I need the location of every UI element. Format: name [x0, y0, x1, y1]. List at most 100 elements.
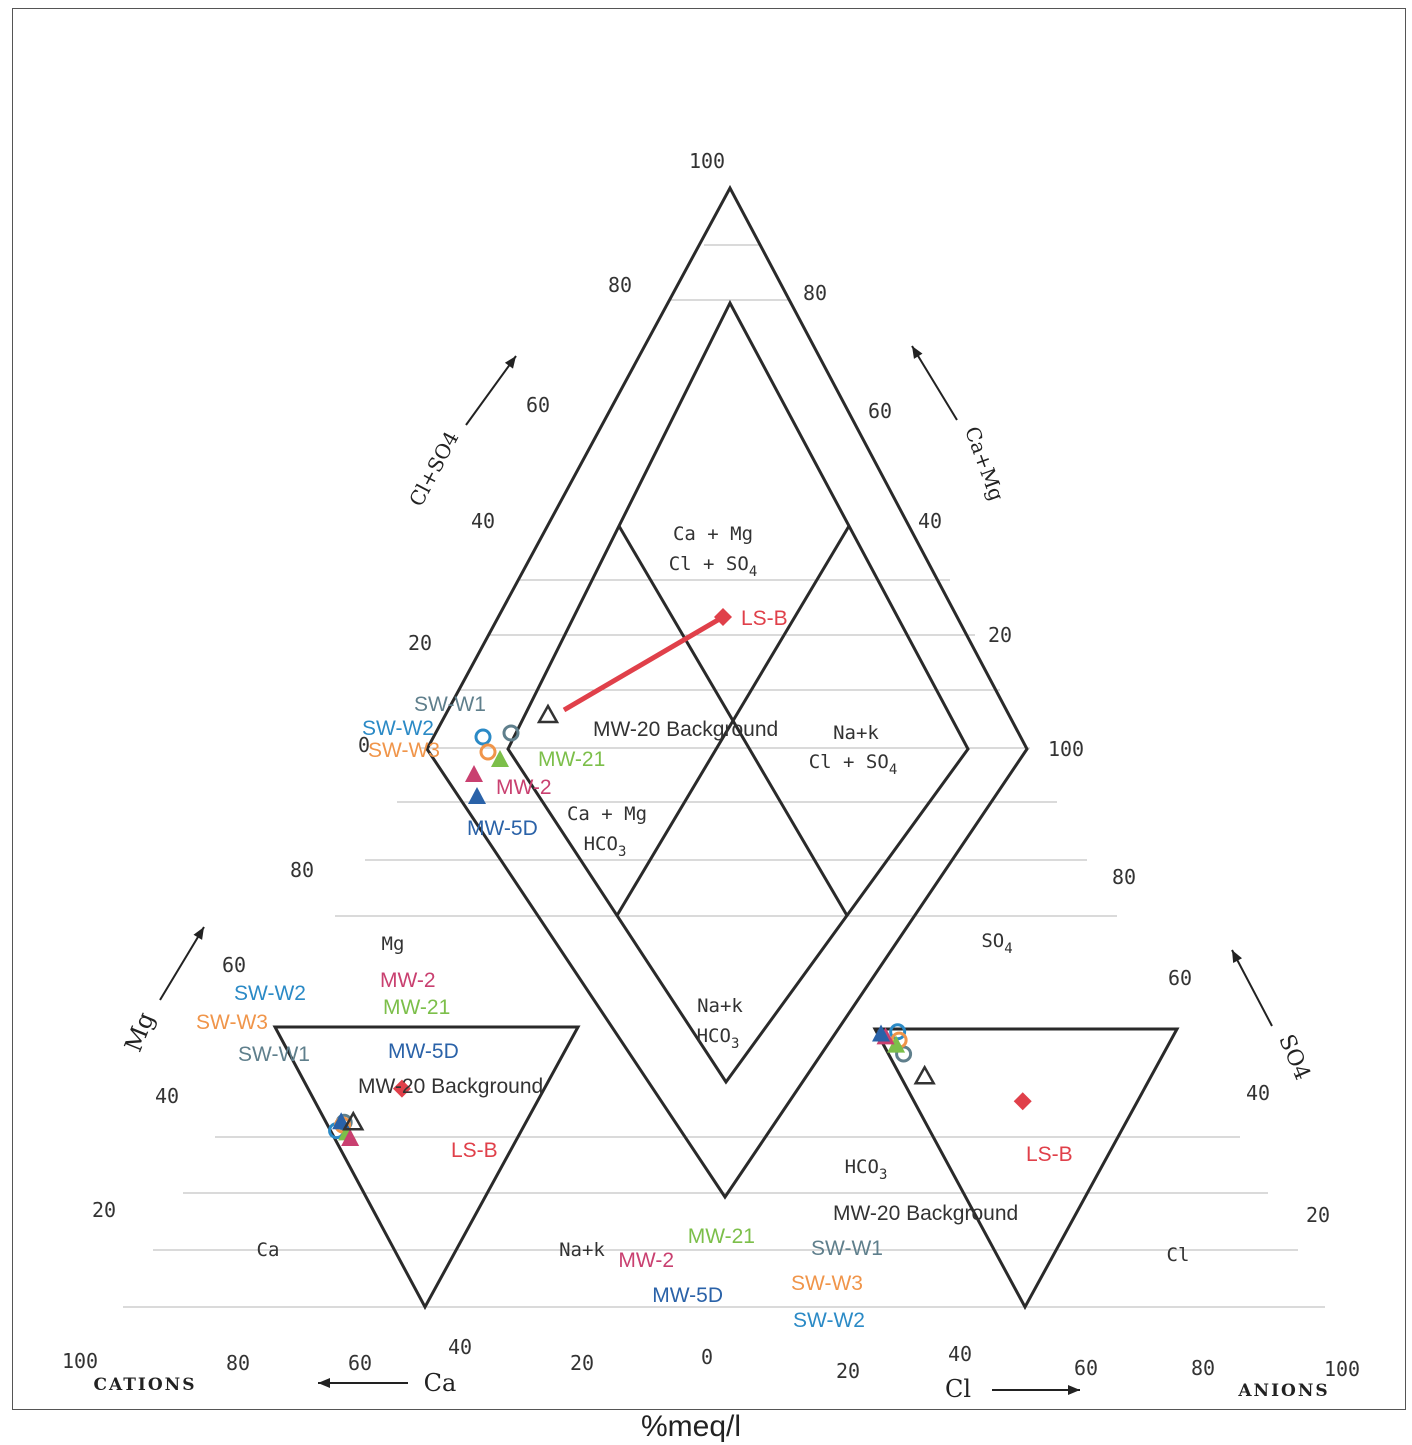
point-label: LS-B	[741, 607, 788, 630]
diamond-point	[474, 728, 492, 746]
diamond-right-tick: 80	[803, 281, 827, 305]
anion-point	[1013, 1092, 1032, 1111]
diamond-point	[536, 703, 560, 724]
diamond-left-tick: 100	[689, 149, 725, 173]
diamond-point	[491, 750, 509, 767]
field-label: Na+k	[559, 1239, 605, 1261]
field-label: Cl + SO4	[669, 553, 758, 580]
point-label: MW-2	[496, 776, 552, 799]
point-label: MW-20 Background	[358, 1075, 543, 1098]
diamond-right-tick: 20	[988, 623, 1012, 647]
ca-mg-arrow-head	[912, 346, 923, 359]
cl-so4-arrow	[465, 355, 517, 426]
diamond-left-tick: 60	[526, 393, 550, 417]
cations-label: CATIONS	[93, 1375, 196, 1395]
field-label: Ca + Mg	[673, 523, 753, 545]
field-label: Mg	[382, 933, 405, 955]
tie-line	[562, 614, 725, 713]
cation-tick: 100	[62, 1349, 98, 1373]
field-label: Ca + Mg	[567, 803, 647, 825]
ca-axis-label: Ca	[424, 1369, 457, 1397]
field-label: Na+k	[697, 995, 743, 1017]
mg-tick: 20	[92, 1198, 116, 1222]
chart-frame	[12, 8, 1406, 1410]
cl-so4-arrow-head	[504, 356, 516, 369]
ca-mg-arrow	[911, 345, 958, 421]
mg-arrow	[159, 926, 205, 1001]
diamond-divider	[615, 525, 851, 917]
tick-labels: 100 80 60 40 20 0 20 40 60 80 100 80 60 40 20 80 60 40 20 1…	[62, 149, 1360, 1383]
point-label: LS-B	[451, 1139, 498, 1162]
point-label: MW-21	[383, 996, 450, 1019]
cation-tick: 80	[226, 1351, 250, 1375]
point-label: SW-W3	[368, 739, 440, 762]
point-label: MW-5D	[467, 817, 538, 840]
anions-label: ANIONS	[1237, 1381, 1329, 1401]
cation-tick: 0	[701, 1345, 713, 1369]
point-label: MW-2	[618, 1249, 674, 1272]
cl-axis-label: Cl	[945, 1375, 971, 1403]
point-label: MW-21	[538, 748, 605, 771]
mg-tick: 80	[290, 858, 314, 882]
point-label: MW-5D	[388, 1040, 459, 1063]
so4-arrow	[1231, 949, 1273, 1027]
anion-point	[913, 1064, 936, 1085]
mg-tick: 40	[155, 1084, 179, 1108]
point-label: LS-B	[1026, 1143, 1073, 1166]
so4-axis-label: SO4	[1273, 1031, 1314, 1084]
anion-tick: 60	[1074, 1356, 1098, 1380]
point-label: SW-W1	[238, 1043, 310, 1066]
anion-tick: 20	[836, 1359, 860, 1383]
cation-point	[341, 1129, 360, 1146]
mg-tick: 60	[222, 953, 246, 977]
so4-tick: 40	[1246, 1081, 1270, 1105]
anion-triangle	[872, 1027, 1180, 1311]
field-label: SO4	[981, 930, 1012, 957]
ca-arrow-head	[318, 1378, 330, 1388]
diamond-right-tick: 40	[918, 509, 942, 533]
cl-arrow-head	[1068, 1385, 1080, 1395]
field-label: Ca	[257, 1239, 280, 1261]
point-label: SW-W2	[234, 982, 306, 1005]
so4-arrow-head	[1232, 950, 1243, 963]
cation-point	[392, 1079, 411, 1098]
point-label: SW-W1	[414, 693, 486, 716]
diamond-right-tick: 60	[868, 399, 892, 423]
diagram-outlines	[272, 184, 1180, 1311]
diamond-left-tick: 80	[608, 273, 632, 297]
anion-tick: 80	[1191, 1356, 1215, 1380]
so4-tick: 20	[1306, 1203, 1330, 1227]
diamond-left-tick: 0	[358, 733, 370, 757]
anion-point	[872, 1024, 891, 1042]
point-label: SW-W1	[811, 1237, 883, 1260]
point-label: SW-W2	[362, 717, 434, 740]
field-label: Na+k	[833, 722, 879, 744]
cation-tick: 60	[348, 1351, 372, 1375]
cation-triangle	[272, 1025, 581, 1311]
field-label: Cl + SO4	[809, 751, 898, 778]
cation-tick: 20	[570, 1351, 594, 1375]
diamond-inner	[506, 299, 970, 1085]
diamond-left-tick: 40	[471, 509, 495, 533]
anion-point	[887, 1035, 906, 1053]
point-label: MW-20 Background	[593, 718, 778, 741]
point-label: MW-5D	[652, 1284, 723, 1307]
diamond-right-tick: 100	[1048, 737, 1084, 761]
axis-labels: Ca Cl Mg SO4 Cl+SO4 Ca+Mg CATIONS ANIONS %meq/l	[93, 345, 1329, 1443]
cation-tick: 40	[448, 1335, 472, 1359]
grid-lines	[123, 244, 1325, 1308]
so4-tick: 60	[1168, 966, 1192, 990]
data-points	[328, 608, 1032, 1146]
field-label: HCO3	[697, 1025, 740, 1052]
diamond-point	[468, 787, 486, 804]
diamond-point	[479, 743, 497, 761]
cation-point	[342, 1110, 365, 1131]
point-label: SW-W3	[196, 1011, 268, 1034]
point-label: SW-W2	[793, 1309, 865, 1332]
point-label: MW-20 Background	[833, 1202, 1018, 1225]
diamond-left-tick: 20	[408, 631, 432, 655]
diamond-point	[465, 765, 483, 782]
field-label: HCO3	[584, 833, 627, 860]
